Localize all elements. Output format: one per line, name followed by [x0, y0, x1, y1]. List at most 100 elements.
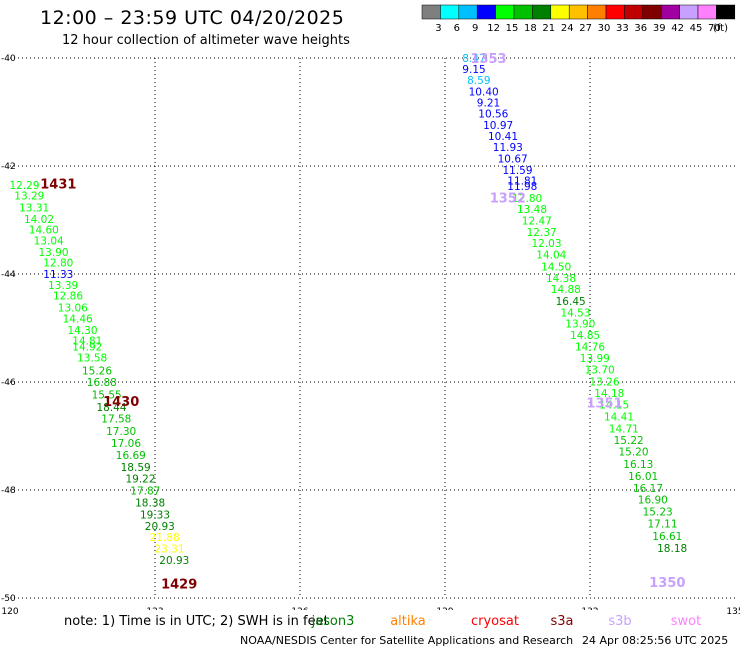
data-point-label: 14.60	[29, 225, 59, 237]
data-point-label: 14.92	[72, 341, 102, 353]
data-point-label: 16.69	[116, 450, 146, 462]
pass-number-label: 1430	[103, 395, 139, 410]
data-point-label: 15.26	[82, 366, 112, 378]
data-point-label: 8.47	[462, 53, 485, 65]
data-point-label: 18.38	[135, 497, 165, 509]
data-point-label: 13.04	[34, 236, 64, 248]
legend-label: 21	[542, 23, 555, 34]
satellite-name-altika: altika	[390, 614, 426, 629]
satellite-name-cryosat: cryosat	[471, 614, 519, 629]
legend-swatch	[587, 4, 607, 20]
legend-label: 12	[487, 23, 500, 34]
data-point-label: 15.23	[643, 507, 673, 519]
data-point-label: 18.44	[96, 402, 126, 414]
footer-timestamp: 24 Apr 08:25:56 UTC 2025	[582, 634, 729, 647]
data-point-label: 21.88	[150, 532, 180, 544]
data-point-label: 9.21	[477, 97, 500, 109]
data-point-label: 10.40	[469, 86, 499, 98]
data-point-label: 13.29	[14, 191, 44, 203]
legend-label: 70	[708, 23, 721, 34]
data-point-label: 14.50	[541, 261, 571, 273]
legend-swatch	[495, 4, 515, 20]
legend-label: 6	[454, 23, 460, 34]
data-point-label: 14.38	[546, 273, 576, 285]
data-point-label: 9.15	[462, 64, 485, 76]
data-point-label: 20.93	[145, 521, 175, 533]
legend-label: 9	[472, 23, 478, 34]
data-point-label: 12.80	[43, 258, 73, 270]
data-point-label: 14.30	[67, 325, 97, 337]
data-point-label: 13.06	[58, 302, 88, 314]
data-point-label: 13.58	[77, 353, 107, 365]
data-point-label: 14.15	[599, 400, 629, 412]
data-point-label: 18.18	[657, 543, 687, 555]
y-tick-label: -40	[1, 54, 16, 64]
data-point-label: 10.41	[488, 131, 518, 143]
data-point-label: 14.04	[536, 250, 566, 262]
legend-swatch	[716, 4, 736, 20]
legend-swatch	[476, 4, 496, 20]
color-legend: 3 6 9 12 15 18 21 24 27 30 33 36 39 42 45 70(ft)	[421, 4, 736, 34]
chart-grid	[10, 57, 735, 599]
note-text: note: 1) Time is in UTC; 2) SWH is in fe…	[64, 614, 329, 629]
pass-number-label: 1350	[649, 576, 685, 591]
data-point-label: 14.18	[594, 388, 624, 400]
data-point-label: 12.29	[9, 180, 39, 192]
legend-label: 42	[671, 23, 684, 34]
data-point-label: 14.46	[63, 313, 93, 325]
legend-swatch	[697, 4, 717, 20]
data-point-label: 13.99	[580, 353, 610, 365]
legend-swatch	[440, 4, 460, 20]
pass-number-label: 1351	[586, 397, 622, 412]
legend-swatch	[532, 4, 552, 20]
data-point-label: 12.03	[531, 238, 561, 250]
data-point-label: 17.30	[106, 426, 136, 438]
legend-swatch	[550, 4, 570, 20]
satellite-name-jason3: jason3	[311, 614, 355, 629]
legend-label: 15	[506, 23, 519, 34]
x-tick-label: 120	[1, 607, 18, 617]
legend-swatch	[458, 4, 478, 20]
data-point-label: 16.90	[638, 495, 668, 507]
data-point-label: 14.02	[24, 214, 54, 226]
data-point-label: 16.88	[87, 377, 117, 389]
legend-unit: (ft)	[713, 23, 728, 34]
data-point-label: 14.53	[560, 307, 590, 319]
legend-label: 39	[653, 23, 666, 34]
data-point-label: 15.55	[92, 389, 122, 401]
legend-label: 3	[435, 23, 441, 34]
satellite-name-swot: swot	[671, 614, 701, 629]
data-point-label: 13.31	[19, 203, 49, 215]
data-point-label: 16.13	[623, 459, 653, 471]
page-subtitle: 12 hour collection of altimeter wave hei…	[62, 33, 350, 48]
data-point-label: 16.17	[633, 483, 663, 495]
data-point-label: 19.33	[140, 509, 170, 521]
data-point-label: 13.26	[589, 376, 619, 388]
satellite-name-s3b: s3b	[608, 614, 631, 629]
pass-number-label: 1429	[161, 577, 197, 592]
data-point-label: 16.61	[652, 531, 682, 543]
y-tick-label: -50	[1, 594, 16, 604]
data-point-label: 11.98	[507, 181, 537, 193]
data-point-label: 12.47	[522, 216, 552, 228]
legend-swatch	[513, 4, 533, 20]
pass-number-label: 1431	[40, 177, 76, 192]
data-point-label: 14.41	[604, 412, 634, 424]
data-point-label: 17.06	[111, 438, 141, 450]
data-point-label: 8.59	[467, 75, 490, 87]
legend-label: 36	[634, 23, 647, 34]
legend-label: 30	[598, 23, 611, 34]
data-point-label: 11.59	[502, 165, 532, 177]
y-tick-label: -48	[1, 486, 16, 496]
data-point-label: 13.48	[517, 204, 547, 216]
data-point-label: 10.56	[478, 109, 508, 121]
data-point-label: 14.71	[609, 423, 639, 435]
data-point-label: 17.87	[130, 486, 160, 498]
x-tick-label: 135	[726, 607, 740, 617]
data-point-label: 19.22	[125, 474, 155, 486]
legend-label: 45	[690, 23, 703, 34]
legend-swatch	[679, 4, 699, 20]
data-point-label: 13.70	[585, 365, 615, 377]
data-point-label: 14.85	[570, 330, 600, 342]
note-background	[55, 610, 715, 630]
